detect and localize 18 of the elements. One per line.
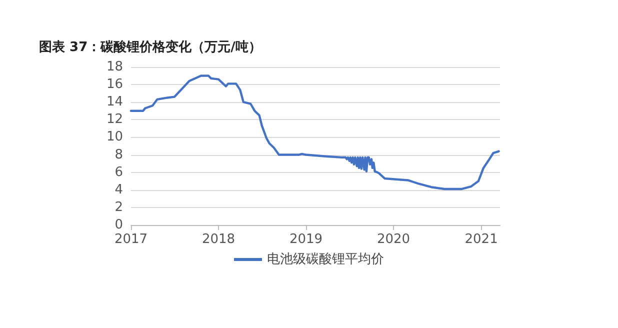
y-tick-label: 18 xyxy=(106,60,123,74)
legend-label: 电池级碳酸锂平均价 xyxy=(267,252,384,267)
y-tick-label: 12 xyxy=(106,112,123,128)
y-tick-label: 10 xyxy=(106,130,123,145)
x-tick-label: 2019 xyxy=(289,232,323,247)
y-tick-label: 8 xyxy=(114,147,123,162)
y-tick-label: 14 xyxy=(106,94,123,110)
line-series xyxy=(130,74,500,190)
y-tick-label: 2 xyxy=(114,200,123,215)
x-tick-label: 2021 xyxy=(464,232,498,247)
x-tick-label: 2018 xyxy=(202,232,236,247)
y-tick-label: 6 xyxy=(114,164,123,180)
y-tick-label: 0 xyxy=(114,218,123,232)
y-tick-label: 4 xyxy=(114,182,123,198)
x-tick-label: 2017 xyxy=(114,232,148,247)
y-tick-label: 16 xyxy=(106,77,123,92)
chart-title: 图表 37：碳酸锂价格变化（万元/吨） xyxy=(39,39,262,55)
x-tick-label: 2020 xyxy=(376,232,410,247)
